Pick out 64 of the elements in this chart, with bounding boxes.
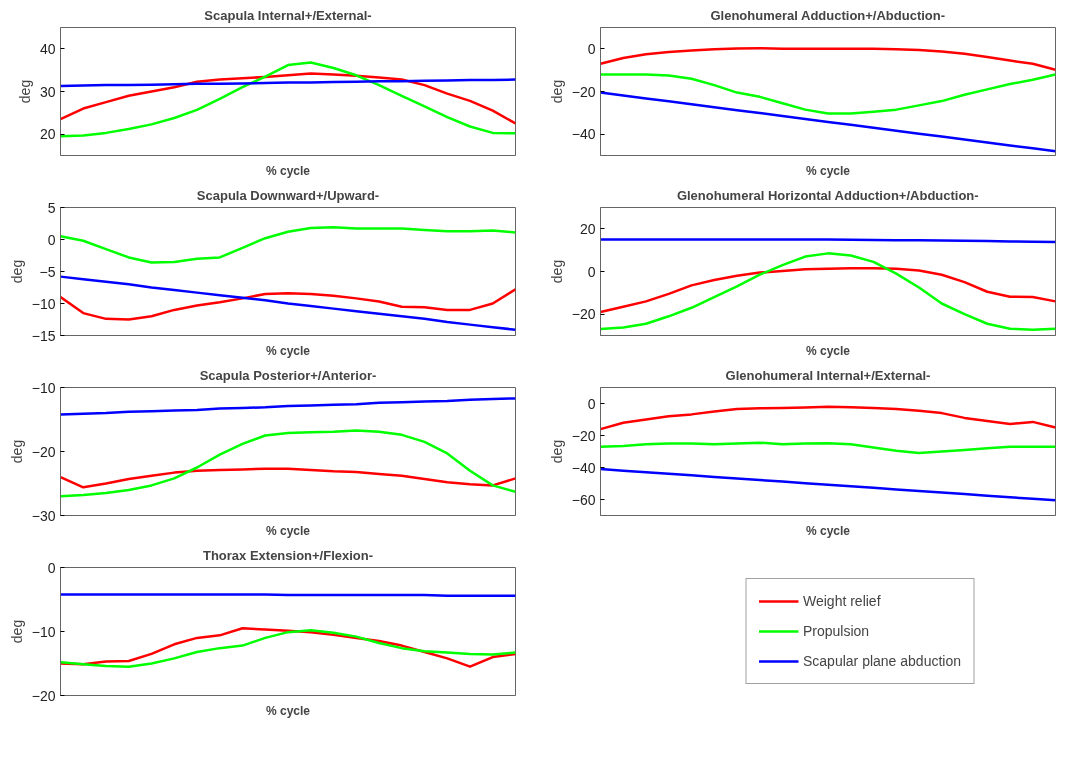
x-axis-title: % cycle bbox=[805, 343, 851, 358]
chart-title: Thorax Extension+/Flexion- bbox=[202, 547, 374, 563]
x-axis-title: % cycle bbox=[265, 343, 311, 358]
line-series bbox=[600, 405, 1056, 431]
line-series bbox=[600, 267, 1056, 314]
line-series bbox=[60, 467, 516, 489]
y-tick-label: 0 bbox=[587, 395, 596, 412]
y-tick-label: −40 bbox=[571, 126, 596, 143]
line-series bbox=[60, 288, 516, 321]
line-series bbox=[60, 78, 516, 88]
y-tick-label: −60 bbox=[571, 491, 596, 508]
y-tick-label: −40 bbox=[571, 459, 596, 476]
legend-label: Scapular plane abduction bbox=[802, 653, 962, 669]
line-series bbox=[600, 73, 1056, 115]
chart-title: Scapula Downward+/Upward- bbox=[196, 187, 380, 203]
y-axis-title: deg bbox=[548, 79, 565, 104]
chart-title: Glenohumeral Internal+/External- bbox=[725, 367, 931, 383]
chart-title: Glenohumeral Adduction+/Abduction- bbox=[710, 7, 946, 23]
y-axis-title: deg bbox=[8, 619, 25, 644]
y-tick-label: −15 bbox=[31, 327, 56, 344]
line-series bbox=[60, 429, 516, 498]
y-tick-label: 20 bbox=[39, 126, 56, 143]
legend-label: Propulsion bbox=[802, 623, 870, 639]
chart-title: Glenohumeral Horizontal Adduction+/Abduction- bbox=[676, 187, 979, 203]
line-series bbox=[600, 441, 1056, 455]
y-tick-label: 0 bbox=[47, 231, 56, 248]
x-axis-title: % cycle bbox=[805, 163, 851, 178]
y-tick-label: −20 bbox=[571, 83, 596, 100]
legend-label: Weight relief bbox=[802, 593, 881, 609]
y-tick-label: 5 bbox=[47, 199, 56, 216]
line-series bbox=[60, 72, 516, 125]
y-tick-label: −20 bbox=[571, 427, 596, 444]
y-tick-label: 30 bbox=[39, 83, 56, 100]
y-tick-label: 0 bbox=[587, 40, 596, 57]
y-axis-title: deg bbox=[8, 259, 25, 284]
y-tick-label: −20 bbox=[31, 443, 56, 460]
line-series bbox=[600, 252, 1056, 331]
line-series bbox=[60, 397, 516, 416]
y-tick-label: −5 bbox=[39, 263, 56, 280]
y-tick-label: −10 bbox=[31, 623, 56, 640]
y-tick-label: 0 bbox=[47, 559, 56, 576]
y-tick-label: −10 bbox=[31, 295, 56, 312]
y-axis-title: deg bbox=[548, 439, 565, 464]
line-series bbox=[60, 275, 516, 331]
chart-title: Scapula Posterior+/Anterior- bbox=[199, 367, 377, 383]
y-tick-label: 20 bbox=[579, 220, 596, 237]
line-series bbox=[600, 46, 1056, 71]
x-axis-title: % cycle bbox=[265, 523, 311, 538]
line-series bbox=[60, 226, 516, 264]
y-tick-label: −20 bbox=[31, 687, 56, 704]
y-tick-label: −30 bbox=[31, 507, 56, 524]
x-axis-title: % cycle bbox=[265, 163, 311, 178]
y-axis-title: deg bbox=[8, 439, 25, 464]
y-tick-label: −20 bbox=[571, 306, 596, 323]
x-axis-title: % cycle bbox=[805, 523, 851, 538]
y-tick-label: −10 bbox=[31, 379, 56, 396]
y-axis-title: deg bbox=[548, 259, 565, 284]
chart-title: Scapula Internal+/External- bbox=[204, 7, 372, 23]
line-series bbox=[600, 467, 1056, 502]
x-axis-title: % cycle bbox=[265, 703, 311, 718]
y-axis-title: deg bbox=[16, 79, 33, 104]
y-tick-label: 0 bbox=[587, 263, 596, 280]
y-tick-label: 40 bbox=[39, 40, 56, 57]
line-series bbox=[60, 61, 516, 138]
